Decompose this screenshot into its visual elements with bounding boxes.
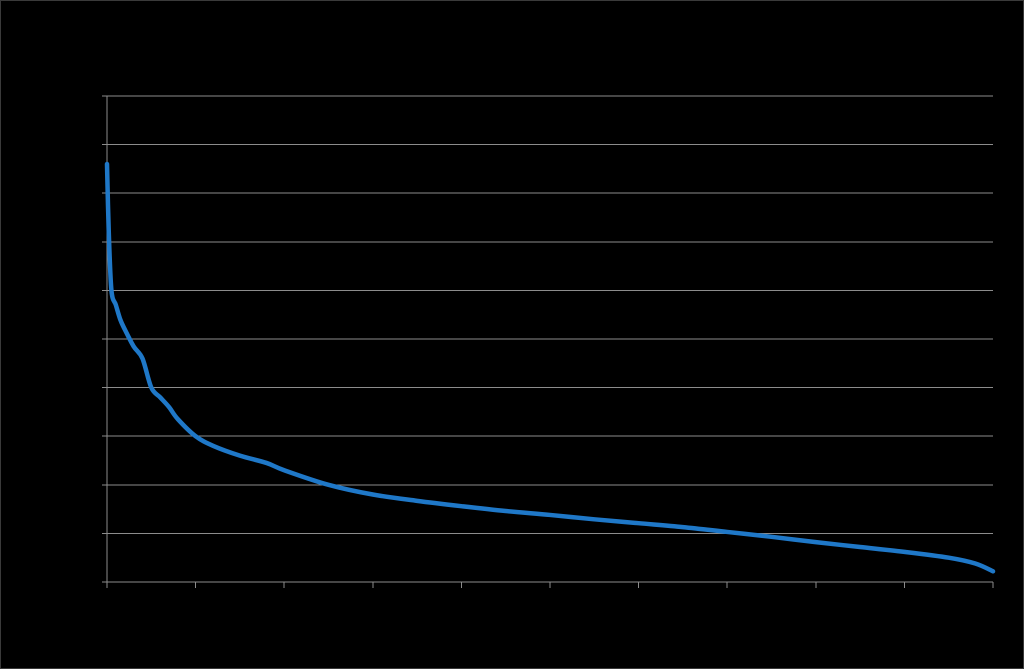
series-lines [104, 161, 996, 574]
series-line-0 [104, 161, 996, 574]
gridlines [107, 95, 993, 534]
